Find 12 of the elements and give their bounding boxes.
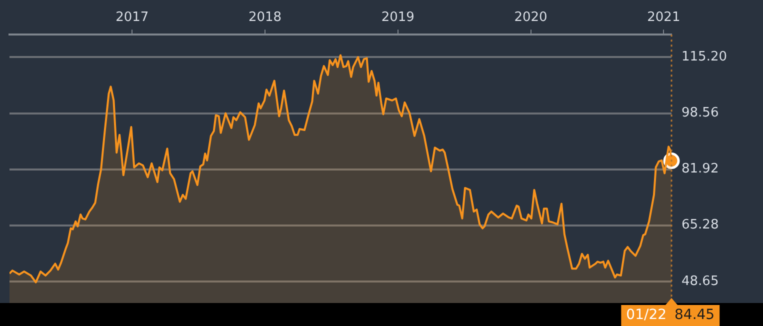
x-tick-label: 2019 bbox=[381, 10, 414, 26]
x-tick-label: 2020 bbox=[514, 10, 548, 26]
y-tick-label: 81.92 bbox=[682, 162, 719, 177]
x-tick-label: 2017 bbox=[116, 10, 149, 26]
y-tick-label: 65.28 bbox=[682, 218, 719, 233]
x-tick-label: 2018 bbox=[248, 10, 282, 26]
y-tick-label: 115.20 bbox=[682, 50, 728, 65]
text: 01/22 bbox=[626, 307, 667, 324]
x-tick-label: 2021 bbox=[647, 10, 680, 26]
y-tick-label: 98.56 bbox=[682, 106, 719, 121]
text: 84.45 bbox=[674, 307, 715, 324]
y-tick-label: 48.65 bbox=[682, 274, 719, 289]
